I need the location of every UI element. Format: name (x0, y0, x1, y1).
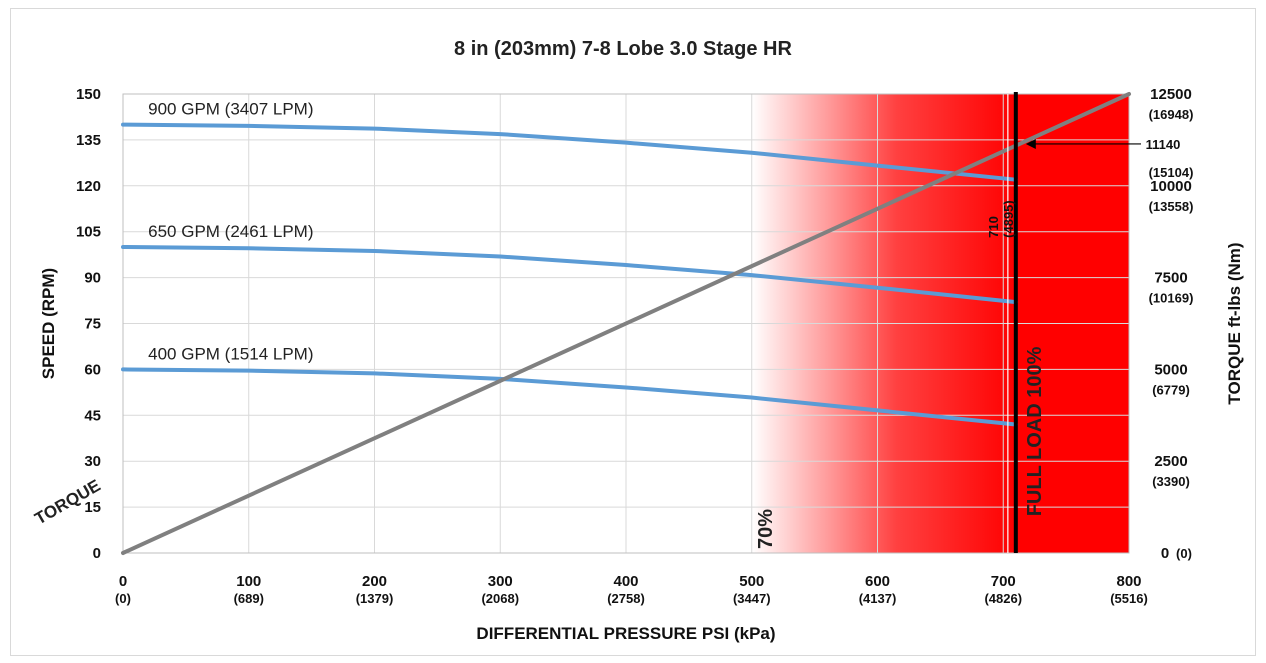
x-tick-label: 700 (991, 573, 1016, 590)
chart: 8 in (203mm) 7-8 Lobe 3.0 Stage HR 900 G… (32, 38, 1245, 643)
y2-tick-label: 0 (1161, 545, 1169, 562)
y2-tick-label: 10000 (1150, 178, 1192, 195)
x-tick-label: 500 (739, 573, 764, 590)
y-tick-label: 15 (84, 499, 101, 516)
x-tick-sub: (3447) (733, 591, 771, 606)
x-axis-title: DIFFERENTIAL PRESSURE PSI (kPa) (476, 624, 775, 643)
x-tick-label: 200 (362, 573, 387, 590)
series-label: 400 GPM (1514 LPM) (148, 344, 313, 363)
x-tick-sub: (2068) (481, 591, 519, 606)
y-tick-label: 135 (76, 132, 101, 149)
y-axis-title: SPEED (RPM) (39, 268, 58, 379)
y2-tick-label: 12500 (1150, 86, 1192, 103)
speed-line (121, 367, 1018, 427)
y2-tick-sub: (13558) (1149, 199, 1194, 214)
grid-layer (122, 93, 1130, 554)
chart-title: 8 in (203mm) 7-8 Lobe 3.0 Stage HR (454, 38, 792, 60)
x-tick-sub: (1379) (356, 591, 394, 606)
series-label: 650 GPM (2461 LPM) (148, 222, 313, 241)
x-tick-sub: (2758) (607, 591, 645, 606)
y-tick-label: 90 (84, 270, 101, 287)
y2-tick-sub: (10169) (1149, 291, 1194, 306)
x-tick-sub: (689) (234, 591, 264, 606)
y-tick-label: 60 (84, 361, 101, 378)
y-tick-label: 120 (76, 178, 101, 195)
y-tick-label: 30 (84, 453, 101, 470)
x-tick-sub: (4137) (859, 591, 897, 606)
y-tick-label: 75 (84, 316, 101, 333)
x-tick-label: 100 (236, 573, 261, 590)
series-label: 900 GPM (3407 LPM) (148, 100, 313, 119)
y2-tick-sub: (16948) (1149, 107, 1194, 122)
x-tick-label: 800 (1116, 573, 1141, 590)
x-tick-label: 600 (865, 573, 890, 590)
speed-line (121, 245, 1018, 305)
speed-line (121, 122, 1018, 182)
chart-frame: 8 in (203mm) 7-8 Lobe 3.0 Stage HR 900 G… (10, 8, 1256, 656)
torque-pointer-arrowhead (1025, 138, 1036, 149)
y2-tick-label: 2500 (1154, 453, 1187, 470)
y2-tick-label: 7500 (1154, 270, 1187, 287)
y2-tick-sub: (0) (1176, 546, 1192, 561)
y2-axis-title: TORQUE ft-lbs (Nm) (1225, 242, 1244, 404)
plot-border (122, 93, 1130, 554)
series-layer (121, 92, 1131, 555)
zone-70-label: 70% (755, 509, 777, 549)
x-tick-sub: (5516) (1110, 591, 1148, 606)
full-load-value-label: 710 (986, 216, 1001, 238)
full-load-torque-sub: (15104) (1149, 165, 1194, 180)
full-load-torque-label: 11140 (1146, 137, 1181, 152)
y-tick-label: 105 (76, 224, 101, 241)
y-tick-label: 0 (93, 545, 101, 562)
x-tick-sub: (4826) (984, 591, 1022, 606)
y2-tick-sub: (3390) (1152, 474, 1190, 489)
y-tick-label: 150 (76, 86, 101, 103)
y-tick-label: 45 (84, 407, 101, 424)
x-tick-label: 0 (119, 573, 127, 590)
full-load-value-sub: (4895) (1001, 200, 1016, 238)
y2-tick-sub: (6779) (1152, 382, 1190, 397)
y2-tick-label: 5000 (1154, 361, 1187, 378)
torque-line (121, 92, 1131, 555)
x-tick-label: 400 (613, 573, 638, 590)
x-tick-label: 300 (488, 573, 513, 590)
x-tick-sub: (0) (115, 591, 131, 606)
full-load-label: FULL LOAD 100% (1024, 346, 1046, 516)
